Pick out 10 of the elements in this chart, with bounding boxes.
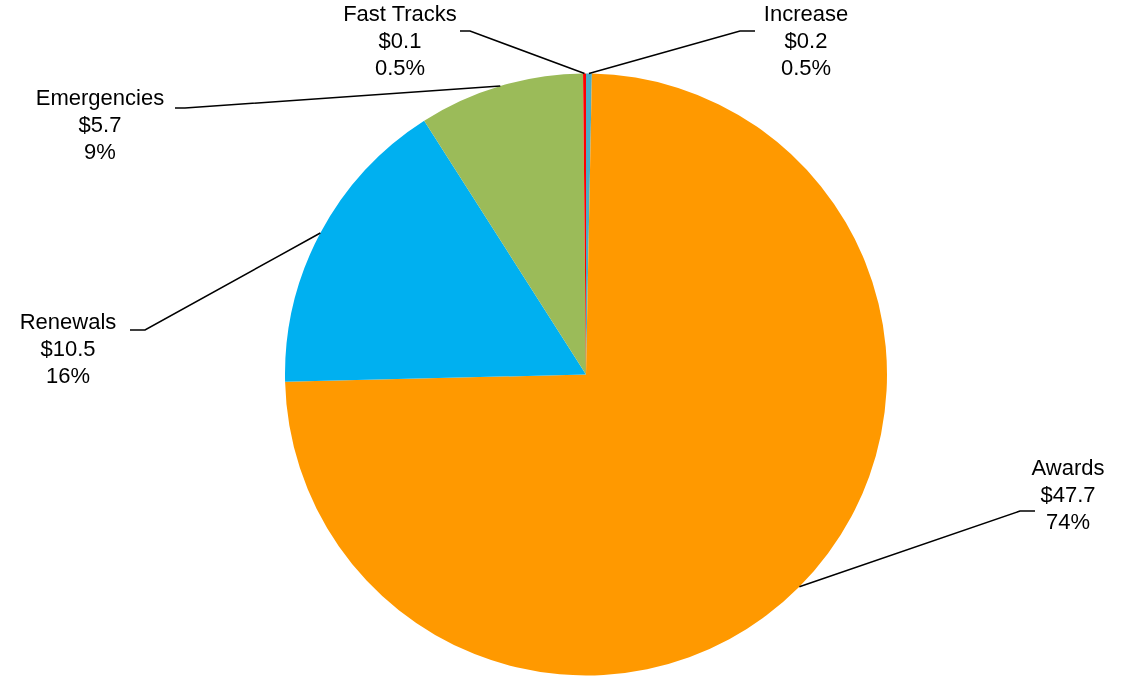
slice-label: Increase bbox=[763, 1, 849, 27]
data-label: $47.7 74% bbox=[1040, 482, 1096, 535]
data-label: $0.2 0.5% bbox=[780, 28, 832, 81]
slice-label: Emergencies bbox=[35, 85, 165, 111]
data-label: $0.1 0.5% bbox=[374, 28, 426, 81]
data-label: $5.7 9% bbox=[78, 112, 122, 165]
slice-label: Awards bbox=[1031, 455, 1105, 481]
data-label: $10.5 16% bbox=[40, 336, 96, 389]
slice-label: Fast Tracks bbox=[343, 1, 457, 27]
slice-label: Renewals bbox=[19, 309, 117, 335]
